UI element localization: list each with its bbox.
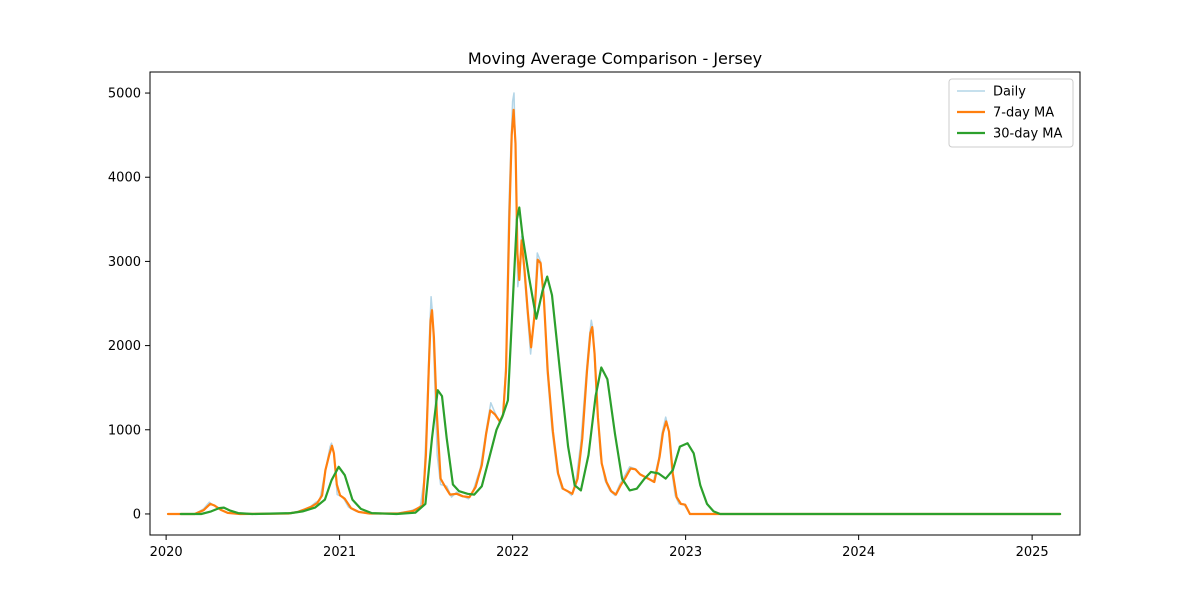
x-tick-label: 2024	[842, 545, 875, 560]
y-tick-label: 1000	[108, 423, 141, 438]
x-tick-label: 2020	[150, 545, 183, 560]
y-tick-label: 5000	[108, 87, 141, 102]
series-line-7-day-ma	[166, 108, 1062, 516]
y-axis: 0 1000 2000 3000 4000 5000	[108, 87, 150, 522]
legend-label-daily: Daily	[993, 85, 1026, 100]
axes-frame	[149, 71, 1081, 536]
y-tick-label: 2000	[108, 339, 141, 354]
series-line-30-day-ma	[179, 206, 1062, 516]
chart-title: Moving Average Comparison - Jersey	[468, 49, 762, 68]
x-tick-label: 2021	[323, 545, 356, 560]
x-tick-label: 2023	[669, 545, 702, 560]
y-tick-label: 0	[133, 507, 141, 522]
x-tick-label: 2025	[1016, 545, 1049, 560]
legend-box	[948, 78, 1074, 148]
y-tick-label: 4000	[108, 171, 141, 186]
legend: Daily 7-day MA 30-day MA	[948, 78, 1074, 148]
plot-area	[166, 92, 1062, 516]
y-tick-label: 3000	[108, 255, 141, 270]
x-axis: 2020 2021 2022 2023 2024 2025	[150, 535, 1049, 560]
x-tick-label: 2022	[496, 545, 529, 560]
legend-label-7-day-ma: 7-day MA	[993, 106, 1054, 121]
legend-label-30-day-ma: 30-day MA	[993, 127, 1062, 142]
